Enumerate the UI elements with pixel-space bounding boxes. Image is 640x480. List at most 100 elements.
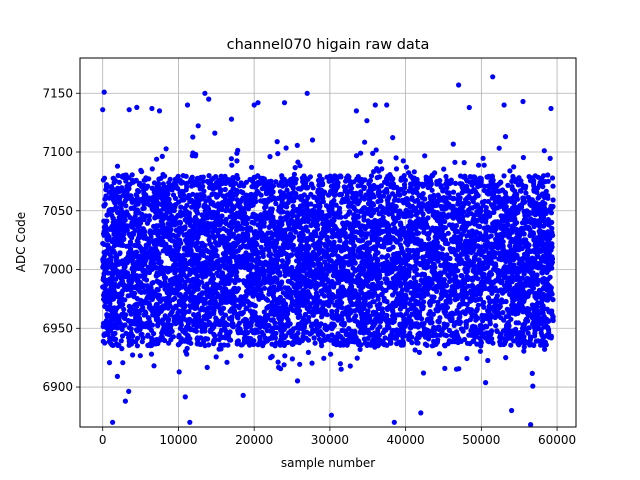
data-point (409, 187, 415, 193)
data-point (463, 324, 469, 330)
data-point (452, 262, 458, 269)
data-point (279, 279, 285, 285)
data-point (217, 332, 223, 338)
data-point (494, 328, 500, 334)
data-point (188, 176, 194, 182)
data-point (501, 173, 507, 179)
data-point (243, 192, 249, 198)
data-point (437, 315, 443, 321)
data-point (234, 314, 240, 320)
data-point (167, 176, 173, 182)
data-point (151, 331, 157, 337)
data-point (182, 205, 188, 211)
data-point (127, 242, 133, 248)
data-point (225, 342, 231, 348)
data-point (449, 222, 456, 228)
data-point (415, 209, 421, 215)
data-point (503, 298, 509, 305)
data-point (502, 283, 508, 289)
data-point (329, 219, 335, 225)
data-point (260, 272, 266, 278)
data-point (539, 332, 545, 338)
data-point (401, 333, 407, 339)
data-point (473, 317, 479, 323)
data-point (377, 341, 383, 347)
data-point (284, 210, 290, 216)
data-point (486, 271, 492, 277)
data-point (212, 191, 218, 197)
data-point (231, 186, 237, 192)
data-point (224, 176, 230, 182)
data-point (229, 300, 235, 306)
data-point (146, 319, 152, 325)
data-point (435, 337, 441, 343)
data-point (532, 187, 538, 193)
data-point (437, 332, 443, 338)
data-point (304, 185, 311, 191)
data-point (312, 340, 318, 346)
data-point (426, 332, 433, 338)
data-point (382, 341, 388, 348)
data-point (284, 187, 290, 193)
data-point (170, 192, 177, 198)
data-point (445, 230, 451, 236)
data-point (426, 236, 432, 242)
data-point (253, 184, 259, 190)
data-point (273, 179, 279, 185)
data-point (178, 204, 184, 210)
data-point (288, 295, 294, 301)
data-point (176, 341, 182, 347)
data-point (447, 339, 453, 345)
data-point (143, 175, 149, 181)
data-point (158, 319, 164, 325)
data-point (259, 329, 265, 335)
data-point (455, 339, 461, 346)
data-point (359, 179, 365, 185)
data-points (100, 74, 556, 428)
data-point (233, 192, 239, 198)
data-point (416, 181, 423, 187)
data-point (243, 179, 249, 185)
data-point (126, 303, 132, 309)
data-point (211, 331, 217, 337)
data-point (473, 308, 479, 314)
data-point (395, 190, 401, 196)
data-point (227, 329, 233, 335)
data-point (185, 321, 191, 327)
data-point (123, 330, 129, 336)
data-point (448, 332, 454, 338)
data-point (206, 319, 212, 326)
data-point (390, 235, 396, 241)
data-point (129, 338, 135, 344)
data-point (242, 278, 248, 284)
data-point (433, 341, 439, 347)
data-point (310, 185, 316, 191)
data-point (545, 195, 551, 201)
data-point (257, 324, 263, 330)
data-point (130, 260, 136, 267)
data-point (549, 175, 556, 181)
data-point (263, 296, 269, 302)
data-point (206, 237, 212, 243)
data-point (110, 331, 116, 338)
data-point (222, 186, 228, 193)
data-point (251, 341, 257, 347)
data-point (331, 339, 337, 345)
data-point (303, 335, 309, 341)
data-point (523, 190, 529, 196)
data-point (398, 311, 404, 318)
data-point (515, 182, 522, 188)
data-point (213, 286, 219, 292)
data-point (134, 328, 140, 334)
data-point (487, 321, 493, 327)
data-point (493, 323, 499, 329)
data-point (115, 173, 121, 179)
data-point (334, 308, 340, 314)
data-point (446, 181, 453, 187)
data-point (490, 221, 496, 227)
data-point (550, 197, 556, 203)
data-point (191, 312, 197, 318)
data-point (206, 342, 212, 348)
data-point (350, 190, 356, 196)
data-point (101, 175, 108, 181)
